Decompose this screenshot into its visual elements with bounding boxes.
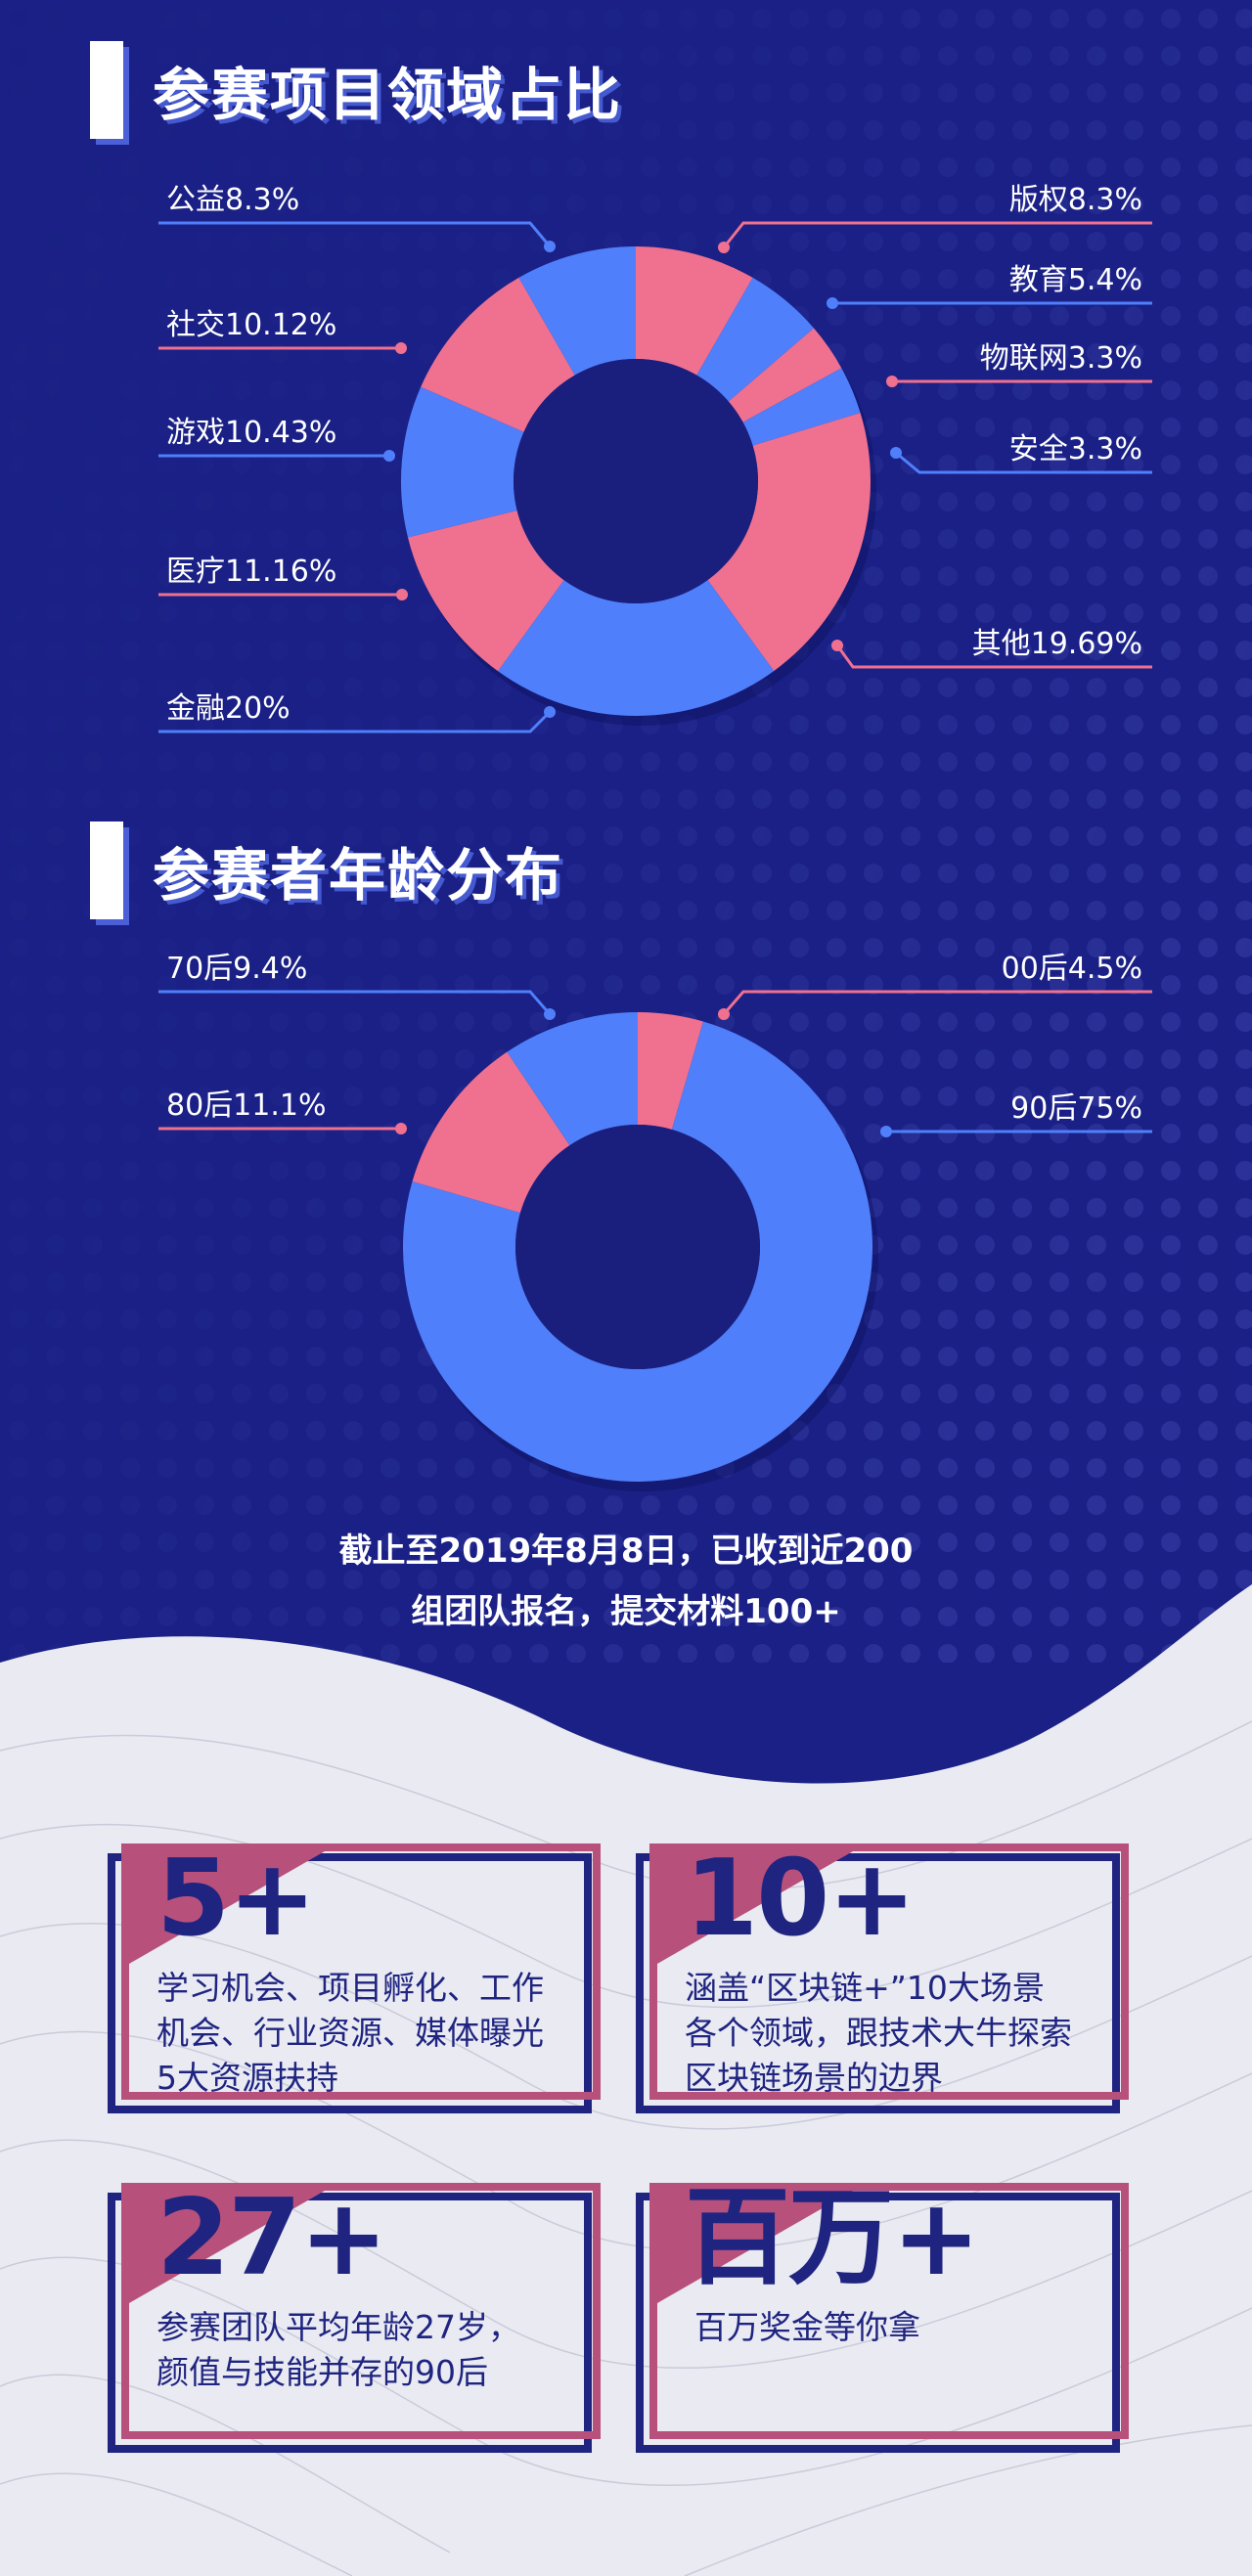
donut-hole (515, 1125, 760, 1369)
donut-slice (696, 277, 815, 402)
age-section-title: 参赛者年龄分布 (90, 822, 563, 919)
benefit-card: 27+ 参赛团队平均年龄27岁， 颜值与技能并存的90后 (108, 2177, 601, 2453)
card-corner-triangle (657, 2191, 853, 2303)
leader-dot (880, 1126, 892, 1137)
card-big-number: 百万+ (685, 2177, 980, 2299)
leader-dot (544, 1008, 556, 1020)
card-description: 百万奖金等你拿 (694, 2305, 1115, 2350)
leader-line (722, 221, 1152, 248)
leader-dot (383, 450, 395, 462)
card-frame-navy (108, 2193, 592, 2453)
benefit-card: 10+ 涵盖“区块链+”10大场景 各个领域，跟技术大牛探索 区块链场景的边界 (636, 1838, 1129, 2113)
donut-slice (728, 328, 842, 422)
slice-label: 金融20% (166, 691, 291, 726)
card-frame-pink (121, 1843, 601, 2100)
slice-label: 90后75% (1010, 1091, 1142, 1126)
slice-label: 医疗11.16% (166, 555, 336, 589)
donut-hole (514, 359, 758, 603)
donut-slice (407, 510, 564, 672)
slice-label: 教育5.4% (1009, 263, 1142, 297)
slice-label: 70后9.4% (166, 952, 307, 986)
card-description-line: 各个领域，跟技术大牛探索 (685, 2014, 1072, 2052)
donut-slice (636, 246, 753, 376)
title-accent-bar (90, 41, 123, 139)
domain-section-title: 参赛项目领域占比 (90, 41, 622, 139)
slice-label: 其他19.69% (972, 627, 1142, 661)
domain-title-text: 参赛项目领域占比 (153, 62, 623, 128)
card-description: 参赛团队平均年龄27岁， 颜值与技能并存的90后 (156, 2305, 577, 2395)
slice-label: 版权8.3% (1009, 183, 1142, 217)
leader-line (158, 710, 552, 733)
slice-label: 公益8.3% (166, 183, 299, 217)
card-description-line: 机会、行业资源、媒体曝光 (156, 2014, 544, 2052)
card-description: 涵盖“区块链+”10大场景 各个领域，跟技术大牛探索 区块链场景的边界 (685, 1966, 1105, 2101)
donut-slice (507, 1012, 638, 1146)
card-description-line: 百万奖金等你拿 (694, 2308, 920, 2346)
card-corner-triangle (129, 1851, 325, 1964)
card-description-line: 参赛团队平均年龄27岁， (156, 2308, 520, 2346)
slice-label: 00后4.5% (1002, 952, 1142, 986)
leader-dot (831, 640, 843, 651)
donut-slice (518, 246, 636, 376)
card-description-line: 区块链场景的边界 (685, 2059, 943, 2097)
leader-dot (890, 447, 902, 459)
slice-label: 安全3.3% (1009, 432, 1142, 466)
card-corner-triangle (129, 2191, 325, 2303)
leader-dot (718, 1008, 730, 1020)
card-description: 学习机会、项目孵化、工作 机会、行业资源、媒体曝光 5大资源扶持 (156, 1966, 577, 2101)
card-big-number: 27+ (156, 2177, 388, 2299)
title-accent-bar (90, 822, 123, 919)
donut-slice (412, 1051, 570, 1214)
leader-line (835, 644, 1152, 669)
benefit-card: 百万+ 百万奖金等你拿 (636, 2177, 1129, 2453)
leader-line (722, 990, 1152, 1015)
donut-slice (421, 277, 575, 432)
leader-dot (544, 706, 556, 718)
slice-label: 物联网3.3% (980, 341, 1142, 376)
slice-label: 社交10.12% (166, 308, 336, 342)
benefit-card: 5+ 学习机会、项目孵化、工作 机会、行业资源、媒体曝光 5大资源扶持 (108, 1838, 601, 2113)
card-frame-pink (121, 2183, 601, 2439)
leader-dot (396, 589, 408, 600)
age-title-text: 参赛者年龄分布 (153, 842, 564, 909)
card-big-number: 5+ (156, 1838, 317, 1960)
leader-dot (718, 242, 730, 253)
donut-slice (638, 1012, 703, 1130)
card-description-line: 学习机会、项目孵化、工作 (156, 1969, 544, 2007)
domain-donut-chart: 版权8.3% 教育5.4% 物联网3.3% 安全3.3% 其他19.69% 金融20% 医疗… (158, 183, 1152, 733)
registration-summary: 截止至2019年8月8日，已收到近200 组团队报名，提交材料100+ (0, 1521, 1252, 1642)
leader-dot (395, 1123, 407, 1134)
summary-line-1: 截止至2019年8月8日，已收到近200 (338, 1532, 914, 1571)
leader-dot (544, 241, 556, 252)
card-description-line: 颜值与技能并存的90后 (156, 2353, 488, 2391)
card-big-number: 10+ (685, 1838, 917, 1960)
donut-slice (707, 413, 871, 672)
slice-label: 游戏10.43% (166, 416, 336, 450)
leader-dot (395, 342, 407, 354)
age-donut-chart: 00后4.5% 90后75% 80后11.1% 70后9.4% (158, 952, 1152, 1491)
donut-slice (498, 580, 775, 717)
card-corner-triangle (657, 1851, 853, 1964)
leader-dot (827, 297, 838, 309)
lower-wave-background (0, 1584, 1252, 2576)
donut-slice (742, 368, 861, 446)
card-frame-pink (649, 1843, 1129, 2100)
leader-line (895, 451, 1152, 474)
leader-dot (886, 376, 898, 387)
card-description-line: 5大资源扶持 (156, 2059, 338, 2097)
donut-slice (400, 386, 524, 538)
donut-slice (403, 1021, 873, 1482)
card-description-line: 涵盖“区块链+”10大场景 (685, 1969, 1045, 2007)
card-frame-navy (108, 1853, 592, 2113)
summary-line-2: 组团队报名，提交材料100+ (411, 1592, 841, 1631)
slice-label: 80后11.1% (166, 1088, 326, 1123)
leader-line (158, 990, 552, 1015)
leader-line (158, 221, 552, 247)
card-frame-navy (636, 2193, 1120, 2453)
card-frame-navy (636, 1853, 1120, 2113)
card-frame-pink (649, 2183, 1129, 2439)
